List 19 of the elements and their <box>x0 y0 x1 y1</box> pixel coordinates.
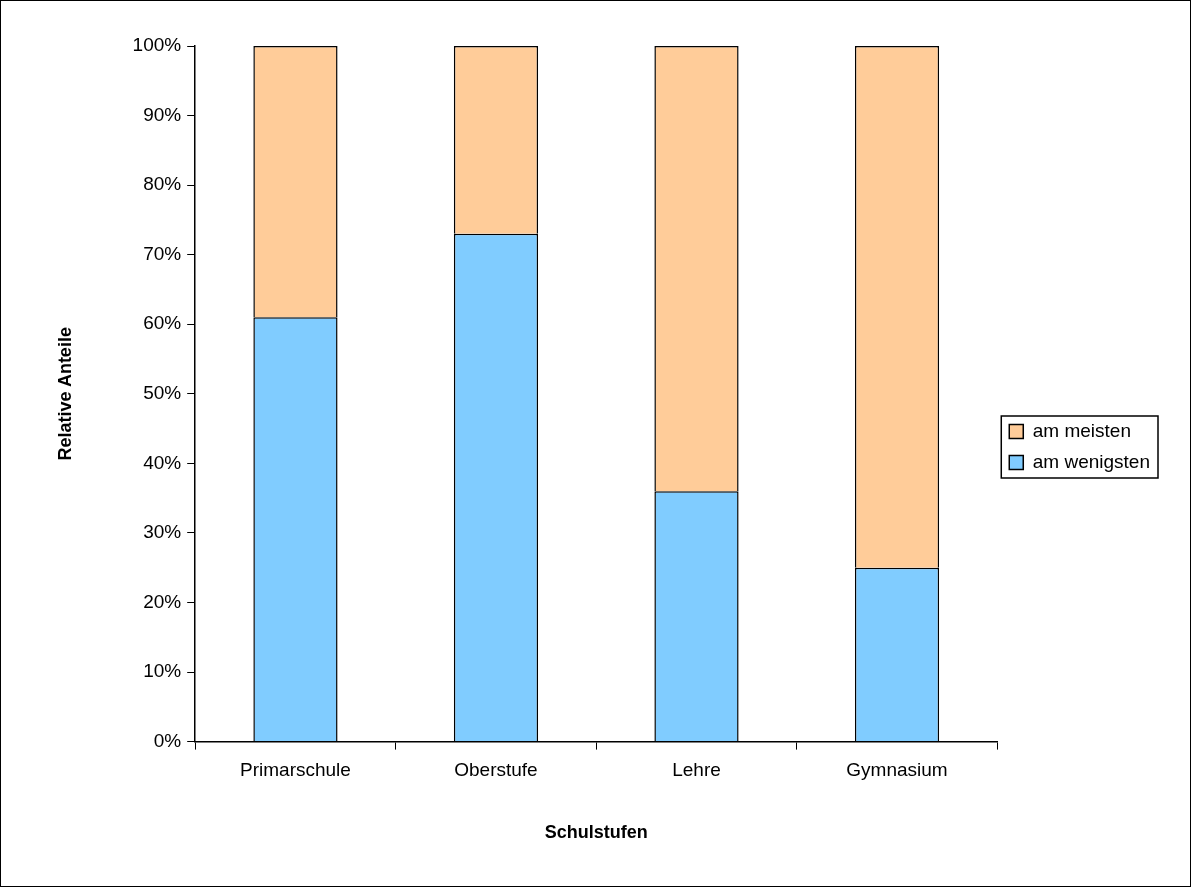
x-tick-label: Gymnasium <box>846 759 948 781</box>
y-tick-label: 70% <box>143 242 182 264</box>
y-tick-label: 80% <box>143 173 182 195</box>
y-tick-label: 100% <box>132 34 182 56</box>
y-axis-title: Relative Anteile <box>54 327 75 461</box>
legend-label: am wenigsten <box>1032 450 1151 472</box>
x-tick-label: Primarschule <box>240 759 351 781</box>
x-tick-label: Lehre <box>672 759 721 781</box>
x-tick-label: Oberstufe <box>454 759 538 781</box>
x-axis-title: Schulstufen <box>544 822 648 843</box>
y-tick-label: 30% <box>143 521 182 543</box>
y-tick-label: 90% <box>143 103 182 125</box>
y-tick-label: 20% <box>143 590 182 612</box>
legend-label: am meisten <box>1032 419 1131 441</box>
y-tick-label: 0% <box>153 729 182 751</box>
y-tick-label: 10% <box>143 660 182 682</box>
y-tick-label: 50% <box>143 382 182 404</box>
y-tick-label: 40% <box>143 451 182 473</box>
y-tick-label: 60% <box>143 312 182 334</box>
